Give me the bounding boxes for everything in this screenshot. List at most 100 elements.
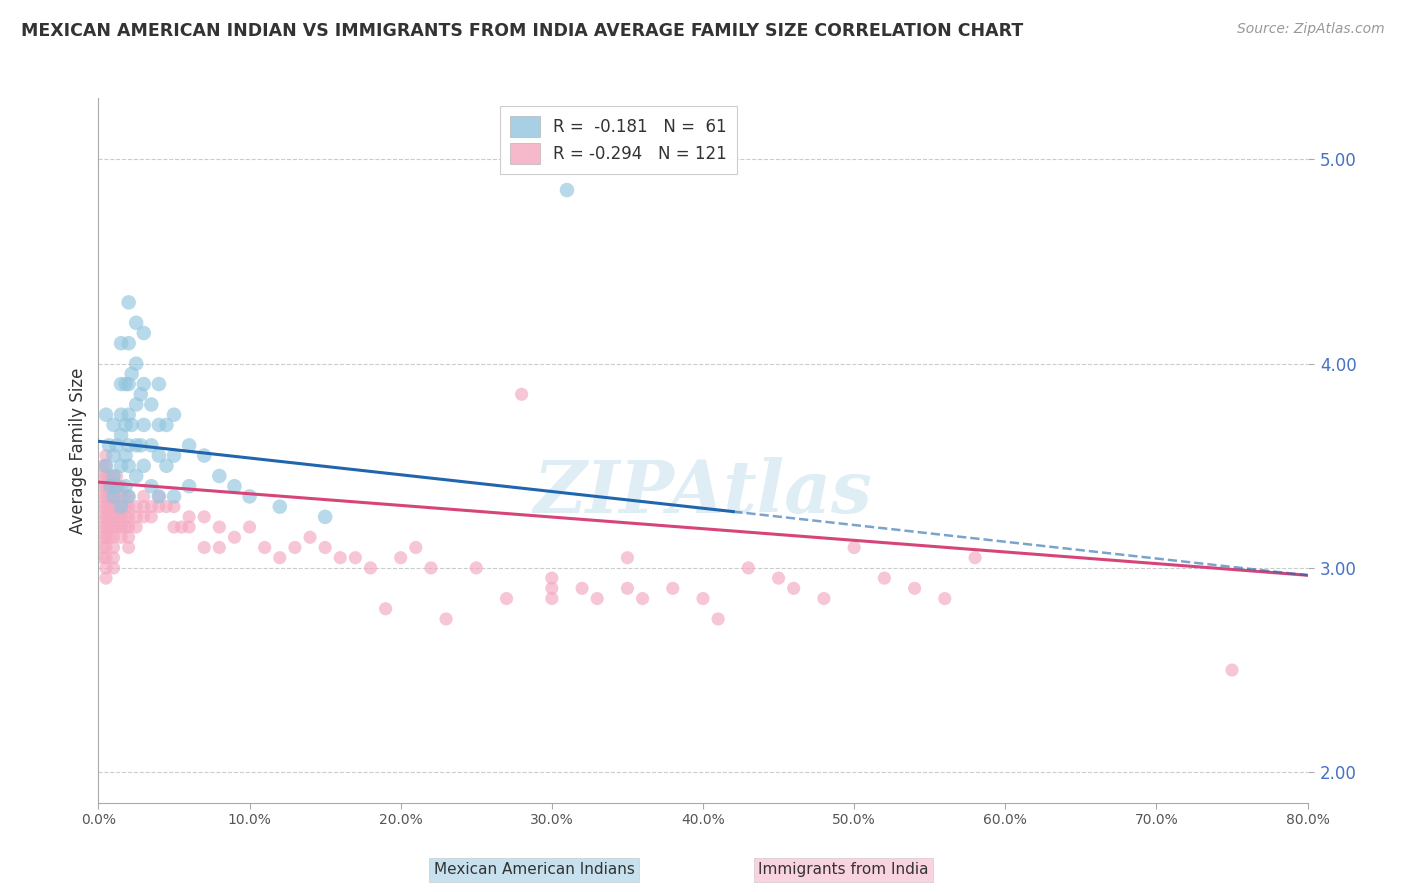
Point <box>118 490 141 504</box>
Point <box>163 520 186 534</box>
Point <box>844 541 866 555</box>
Point <box>114 449 136 463</box>
Point <box>389 550 412 565</box>
Point <box>148 449 170 463</box>
Point <box>934 591 956 606</box>
Point <box>155 417 177 432</box>
Point <box>98 520 121 534</box>
Point <box>118 295 141 310</box>
Point <box>125 469 148 483</box>
Point <box>253 541 276 555</box>
Point <box>98 530 121 544</box>
Point <box>118 509 141 524</box>
Point <box>540 582 562 596</box>
Point <box>110 336 132 351</box>
Point <box>177 509 201 524</box>
Legend: R =  -0.181   N =  61, R = -0.294   N = 121: R = -0.181 N = 61, R = -0.294 N = 121 <box>499 106 737 174</box>
Point <box>813 591 835 606</box>
Point <box>91 530 114 544</box>
Point <box>125 397 148 411</box>
Point <box>110 458 132 473</box>
Point <box>114 479 136 493</box>
Point <box>98 438 121 452</box>
Point <box>163 408 186 422</box>
Point <box>118 336 141 351</box>
Point <box>118 408 141 422</box>
Point <box>103 500 125 514</box>
Point <box>148 417 170 432</box>
Point <box>344 550 367 565</box>
Point <box>661 582 683 596</box>
Point <box>121 367 143 381</box>
Point <box>571 582 593 596</box>
Y-axis label: Average Family Size: Average Family Size <box>69 368 87 533</box>
Text: Mexican American Indians: Mexican American Indians <box>434 863 634 877</box>
Point <box>110 500 132 514</box>
Point <box>103 520 125 534</box>
Point <box>103 479 125 493</box>
Point <box>904 582 927 596</box>
Point <box>208 541 231 555</box>
Point <box>103 417 125 432</box>
Point <box>269 500 291 514</box>
Point <box>616 550 638 565</box>
Point <box>105 479 128 493</box>
Point <box>105 438 128 452</box>
Point <box>118 377 141 392</box>
Point <box>555 183 578 197</box>
Point <box>94 469 117 483</box>
Point <box>94 458 117 473</box>
Point <box>419 561 441 575</box>
Point <box>239 490 262 504</box>
Point <box>141 438 163 452</box>
Point <box>132 458 155 473</box>
Point <box>132 326 155 340</box>
Point <box>132 490 155 504</box>
Point <box>94 561 117 575</box>
Point <box>118 490 141 504</box>
Point <box>91 469 114 483</box>
Point <box>177 438 201 452</box>
Point <box>114 520 136 534</box>
Point <box>103 469 125 483</box>
Point <box>193 449 215 463</box>
Point <box>91 541 114 555</box>
Point <box>125 520 148 534</box>
Point <box>155 500 177 514</box>
Point <box>110 490 132 504</box>
Point <box>114 417 136 432</box>
Point <box>105 520 128 534</box>
Text: Source: ZipAtlas.com: Source: ZipAtlas.com <box>1237 22 1385 37</box>
Point <box>692 591 714 606</box>
Point <box>118 520 141 534</box>
Point <box>114 509 136 524</box>
Point <box>103 550 125 565</box>
Point <box>177 479 201 493</box>
Point <box>163 449 186 463</box>
Point <box>94 490 117 504</box>
Point <box>103 530 125 544</box>
Point <box>98 490 121 504</box>
Point <box>299 530 322 544</box>
Point <box>91 509 114 524</box>
Point <box>94 500 117 514</box>
Point <box>269 550 291 565</box>
Point <box>224 530 246 544</box>
Point <box>707 612 730 626</box>
Point <box>110 500 132 514</box>
Point <box>103 490 125 504</box>
Point <box>224 479 246 493</box>
Point <box>132 377 155 392</box>
Point <box>105 469 128 483</box>
Point <box>110 509 132 524</box>
Point <box>114 490 136 504</box>
Point <box>91 520 114 534</box>
Point <box>103 469 125 483</box>
Point <box>94 408 117 422</box>
Point <box>141 479 163 493</box>
Point <box>768 571 790 585</box>
Point <box>873 571 896 585</box>
Point <box>405 541 427 555</box>
Point <box>103 541 125 555</box>
Point <box>148 490 170 504</box>
